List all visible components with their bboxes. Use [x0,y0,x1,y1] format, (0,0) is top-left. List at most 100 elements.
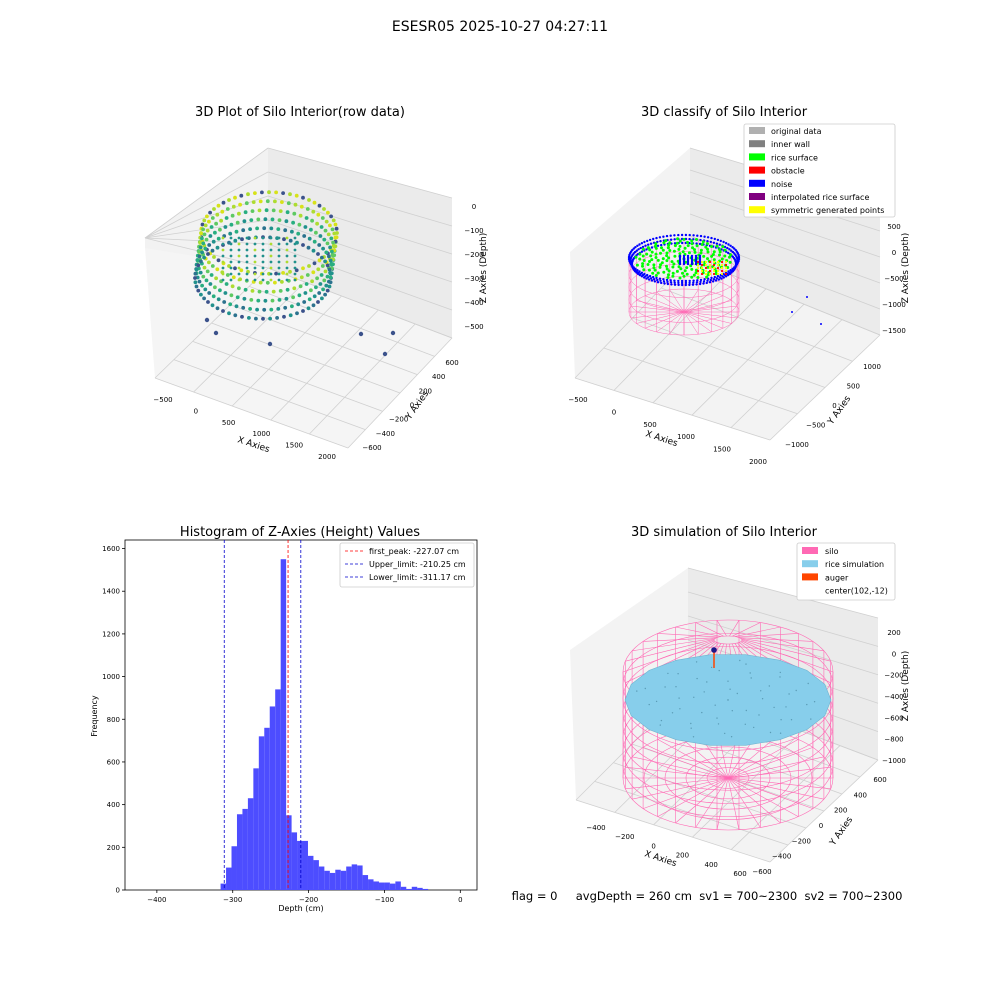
raw-point [237,211,241,216]
raw-point [194,284,199,289]
raw-x-axis-label: X Axies [236,435,271,455]
rice-point [736,692,738,695]
silo-roof-strut [625,638,715,662]
rice-surface-point [645,252,649,256]
simulation-y-tick-label: 0 [819,822,823,830]
noise-point [652,275,655,279]
classify-y-ticks: −1000 −500 0 500 1000 [785,363,881,449]
silo-spoke [645,295,685,313]
raw-point [307,297,312,302]
noise-point [708,281,712,284]
rice-surface-point [729,253,732,257]
rice-point [701,711,703,714]
rice-point [739,659,741,662]
raw-point [239,193,244,198]
raw-point [212,255,216,259]
noise-point [658,277,662,280]
noise-point [721,275,724,278]
raw-point [285,287,290,292]
gridline [632,317,826,388]
silo-roof-strut [729,620,740,637]
raw-point [288,313,293,318]
raw-point [314,285,318,290]
raw-y-tick-label: −400 [376,430,395,438]
rice-point [788,693,790,695]
raw-point [199,292,203,297]
raw-point [323,269,328,274]
noise-point [680,279,684,283]
legend-label: auger [825,573,849,582]
raw-y-tick-label: −200 [389,416,408,424]
raw-point [292,286,297,291]
classify-z-tick-label: 500 [887,223,900,231]
raw-point [270,217,275,222]
noise-point [695,283,698,286]
raw-point [269,307,274,312]
gridline [154,377,349,449]
raw-point [261,316,265,321]
raw-point [198,240,203,245]
noise-point [680,233,684,237]
noise-point [682,260,686,264]
raw-point [327,284,332,289]
raw-point [202,255,207,260]
rice-surface-point [686,240,689,244]
silo-spoke [657,739,729,779]
histogram-bar [362,875,369,890]
raw-point [299,204,304,209]
gridline [144,171,269,239]
noise-point [698,256,702,260]
legend-label: rice surface [771,153,818,162]
raw-point [327,254,331,259]
rice-surface-point [641,262,645,266]
symmetric-point [696,269,700,273]
raw-point [199,231,204,236]
classify-3d-panel: 3D classify of Silo Interior −500 0 500 100… [568,105,911,466]
noise-point [706,236,710,239]
rice-surface-point [690,242,694,246]
histogram-bar [226,867,232,890]
raw-point [193,271,198,276]
raw-point [274,271,278,276]
histogram-bar [264,727,270,890]
histogram-bar [297,840,303,890]
raw-point [209,225,214,229]
raw-point [242,219,247,224]
noise-point [681,241,684,245]
rice-point [730,736,733,738]
noise-point [694,262,698,266]
raw-point [261,266,265,270]
raw-point [276,227,281,232]
raw-point [202,218,207,223]
symmetric-point [720,269,724,273]
raw-point [253,242,257,246]
noise-point [684,233,688,237]
raw-point [209,273,214,277]
rice-surface-point [695,238,698,241]
raw-z-tick-label: −400 [464,299,483,307]
simulation-y-ticks: −600−400−200 0 200 400 600 [752,776,886,876]
rice-point [717,723,720,725]
noise-point [662,235,665,238]
raw-point [245,248,249,252]
rice-point [644,687,646,690]
noise-point [660,281,663,285]
raw-point [329,236,334,241]
raw-point [293,272,297,276]
raw-point [282,314,286,319]
raw-point [291,220,295,225]
raw-point [328,258,333,263]
gridline [144,219,269,239]
raw-point [277,242,281,246]
raw-point [310,218,314,223]
raw-outlier-point [204,317,210,323]
raw-point [221,236,225,240]
rice-point [729,688,731,690]
silo-roof-strut [732,622,761,637]
raw-point [312,239,317,244]
rice-point [724,732,726,735]
noise-point [716,238,720,242]
symmetric-point [716,266,720,270]
raw-point [301,309,305,313]
